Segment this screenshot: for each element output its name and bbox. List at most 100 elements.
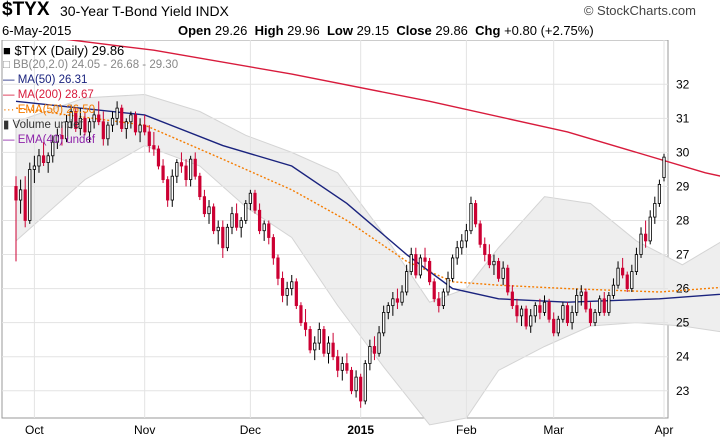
candle-body: [138, 124, 142, 133]
y-tick-label: 25: [676, 316, 690, 330]
candle-body: [607, 295, 611, 313]
candle-body: [634, 254, 639, 272]
candle-body: [18, 189, 23, 201]
candle-body: [326, 342, 331, 354]
candle-body: [271, 237, 275, 259]
candle-body: [198, 175, 202, 198]
candle-body: [349, 369, 354, 392]
candle-body: [556, 318, 560, 334]
low-value: 29.15: [356, 23, 390, 38]
candle-body: [561, 305, 565, 320]
price-chart[interactable]: 23 24 25 26 27 28 29 30 31 32 Oct Nov Dec 2015 Feb Mar A…: [0, 40, 720, 440]
candle-body: [377, 332, 381, 354]
candle-body: [189, 158, 193, 181]
candle-body: [106, 124, 110, 140]
legend-ema50: ··· EMA(50) 26.50: [3, 104, 96, 116]
chart-header: $TYX 30-Year T-Bond Yield INDX © StockCh…: [0, 0, 720, 42]
candle-body: [317, 329, 321, 344]
candle-body: [184, 165, 188, 181]
close-value: 29.86: [435, 23, 468, 38]
y-tick-label: 30: [676, 145, 690, 159]
candle-body: [257, 209, 262, 232]
candle-body: [133, 114, 138, 133]
candle-body: [124, 121, 128, 129]
y-tick-label: 27: [676, 248, 690, 262]
x-tick-label: Nov: [134, 423, 155, 437]
candle-body: [354, 376, 358, 392]
candle-body: [639, 233, 643, 255]
candle-body: [653, 203, 657, 218]
candle-body: [487, 254, 491, 266]
candle-body: [460, 240, 464, 249]
candle-body: [478, 223, 482, 245]
candle-body: [28, 169, 32, 221]
high-value: 29.96: [287, 23, 320, 38]
candle-body: [391, 298, 395, 307]
candle-body: [64, 121, 69, 140]
ma200-line: [65, 40, 720, 177]
candle-body: [455, 247, 459, 259]
candle-body: [280, 277, 285, 296]
candle-body: [147, 131, 151, 146]
candle-body: [515, 305, 519, 317]
legend-ma200: — MA(200) 28.67: [3, 89, 94, 101]
candle-body: [662, 156, 666, 178]
y-tick-label: 23: [676, 384, 690, 398]
candle-body: [616, 267, 620, 286]
candle-body: [648, 216, 652, 242]
candle-body: [115, 107, 119, 119]
candle-body: [538, 305, 542, 313]
candle-body: [101, 121, 105, 140]
candle-body: [611, 284, 616, 296]
open-value: 29.26: [214, 23, 248, 38]
brand-link[interactable]: © StockCharts.com: [583, 3, 696, 18]
candle-body: [386, 305, 390, 313]
candle-body: [110, 117, 115, 126]
chart-date: 6-May-2015: [2, 23, 72, 38]
candle-body: [152, 145, 156, 150]
x-tick-label: 2015: [347, 423, 374, 437]
ohlc-readout: Open 29.26 High 29.96 Low 29.15 Close 29…: [178, 23, 594, 38]
candle-body: [244, 203, 248, 221]
x-tick-label: Feb: [456, 423, 477, 437]
candle-body: [322, 329, 326, 354]
candle-body: [529, 315, 533, 327]
candle-body: [428, 260, 432, 283]
candle-body: [579, 291, 583, 296]
candle-body: [368, 346, 372, 364]
legend-main: ■ $TYX (Daily) 29.86: [3, 43, 125, 58]
candle-body: [202, 196, 207, 215]
candle-body: [657, 183, 662, 204]
candle-body: [248, 192, 252, 204]
candle-body: [51, 141, 55, 157]
candle-body: [588, 308, 593, 324]
candle-body: [92, 114, 96, 123]
x-tick-label: Dec: [240, 423, 261, 437]
candle-body: [46, 155, 50, 163]
candle-body: [331, 342, 335, 358]
candle-body: [120, 107, 124, 129]
candle-body: [501, 267, 505, 279]
candle-body: [621, 267, 625, 276]
candle-body: [87, 121, 92, 133]
candle-body: [299, 305, 303, 324]
candle-body: [593, 312, 597, 324]
candle-body: [405, 271, 409, 293]
candle-body: [230, 213, 234, 228]
y-tick-label: 29: [676, 179, 690, 193]
ticker-symbol: $TYX: [2, 0, 50, 20]
x-tick-label: Oct: [25, 423, 44, 437]
candle-body: [156, 148, 161, 167]
candle-body: [506, 267, 510, 293]
candle-body: [446, 277, 450, 293]
bollinger-band: [15, 93, 720, 426]
candle-body: [644, 233, 648, 242]
x-tick-label: Mar: [543, 423, 564, 437]
candle-body: [41, 155, 46, 163]
candle-body: [166, 179, 170, 201]
candle-body: [565, 305, 570, 324]
candle-body: [418, 257, 423, 276]
candle-body: [437, 298, 441, 307]
change-value: +0.80 (+2.75%): [504, 23, 594, 38]
candle-body: [78, 117, 82, 129]
